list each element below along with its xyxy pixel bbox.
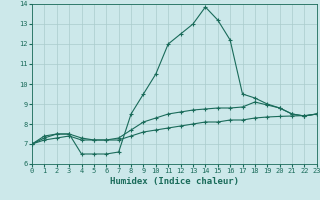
- X-axis label: Humidex (Indice chaleur): Humidex (Indice chaleur): [110, 177, 239, 186]
